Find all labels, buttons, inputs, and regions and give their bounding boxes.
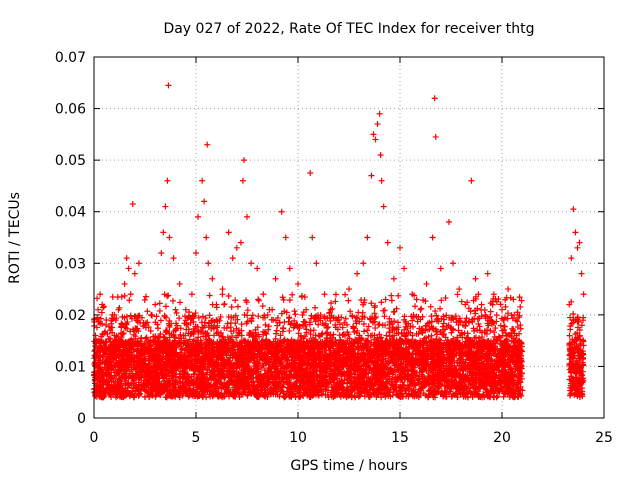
data-point [342, 291, 349, 298]
data-point [491, 329, 498, 336]
data-point [98, 309, 105, 316]
data-point [163, 314, 170, 321]
data-point [361, 328, 368, 335]
data-point [153, 313, 160, 320]
data-point [280, 324, 287, 331]
data-point [458, 298, 465, 305]
data-point [195, 334, 202, 341]
data-point [143, 334, 150, 341]
y-tick-label: 0.01 [55, 359, 86, 375]
x-tick-label: 20 [493, 430, 511, 446]
data-point [224, 320, 231, 327]
data-point [502, 330, 509, 337]
data-point [292, 311, 299, 318]
data-point [344, 321, 351, 328]
data-point [229, 333, 236, 340]
x-tick-label: 5 [192, 430, 201, 446]
data-point [199, 313, 206, 320]
data-point [286, 327, 293, 334]
data-point [286, 315, 293, 322]
y-tick-label: 0 [77, 411, 86, 427]
data-point [493, 312, 500, 319]
chart-title: Day 027 of 2022, Rate Of TEC Index for r… [163, 21, 534, 37]
data-point [454, 291, 461, 298]
data-point [332, 291, 339, 298]
data-point [265, 323, 272, 330]
axis-tick-labels: 0 5 10 15 20 25 0 0.01 0.02 0.03 0.04 0.05 0.06 0.07 [55, 50, 613, 446]
data-point [286, 297, 293, 304]
data-point [478, 306, 485, 313]
data-point [517, 303, 524, 310]
x-tick-label: 25 [595, 430, 613, 446]
data-point [418, 305, 425, 312]
data-point [147, 327, 154, 334]
data-point [299, 311, 306, 318]
data-point [227, 324, 234, 331]
data-point [221, 301, 228, 308]
data-point [345, 297, 352, 304]
data-point [206, 312, 213, 319]
y-tick-label: 0.04 [55, 205, 86, 221]
data-point [162, 303, 169, 310]
data-point [497, 301, 504, 308]
data-point [262, 321, 269, 328]
y-tick-label: 0.06 [55, 102, 86, 118]
data-point [206, 292, 213, 299]
data-point [225, 293, 232, 300]
data-point [312, 304, 319, 311]
data-point [176, 315, 183, 322]
y-tick-label: 0.02 [55, 308, 86, 324]
data-point [118, 293, 125, 300]
data-point [372, 325, 379, 332]
x-tick-label: 10 [289, 430, 307, 446]
data-point [388, 297, 395, 304]
data-point [156, 307, 163, 314]
data-point [94, 295, 101, 302]
data-point [388, 292, 395, 299]
data-point [412, 303, 419, 310]
data-point [255, 313, 262, 320]
x-axis-label: GPS time / hours [290, 458, 407, 474]
data-point [109, 293, 116, 300]
data-point [474, 327, 481, 334]
data-point [177, 299, 184, 306]
data-point [382, 296, 389, 303]
data-point [255, 296, 262, 303]
data-point [325, 324, 332, 331]
roti-point-cloud [91, 291, 587, 401]
data-point [234, 303, 241, 310]
data-point [487, 308, 494, 315]
data-point [330, 331, 337, 338]
data-point [144, 308, 151, 315]
data-point [175, 335, 182, 342]
data-point [280, 296, 287, 303]
data-point [238, 321, 245, 328]
y-tick-label: 0.05 [55, 153, 86, 169]
data-point [514, 318, 521, 325]
y-tick-label: 0.03 [55, 256, 86, 272]
data-point [156, 300, 163, 307]
data-point [228, 303, 235, 310]
data-point [514, 309, 521, 316]
x-tick-label: 15 [391, 430, 409, 446]
data-point [219, 291, 226, 298]
data-point [378, 299, 385, 306]
data-point [497, 322, 504, 329]
data-point [172, 306, 179, 313]
x-tick-label: 0 [90, 430, 99, 446]
data-point [259, 303, 266, 310]
scatter-points [91, 82, 587, 401]
data-point [291, 308, 298, 315]
data-point [360, 299, 367, 306]
y-axis-label: ROTI / TECUs [7, 192, 23, 284]
y-tick-label: 0.07 [55, 50, 86, 66]
data-point [427, 303, 434, 310]
data-point [157, 317, 164, 324]
data-point [127, 312, 134, 319]
data-point [360, 321, 367, 328]
